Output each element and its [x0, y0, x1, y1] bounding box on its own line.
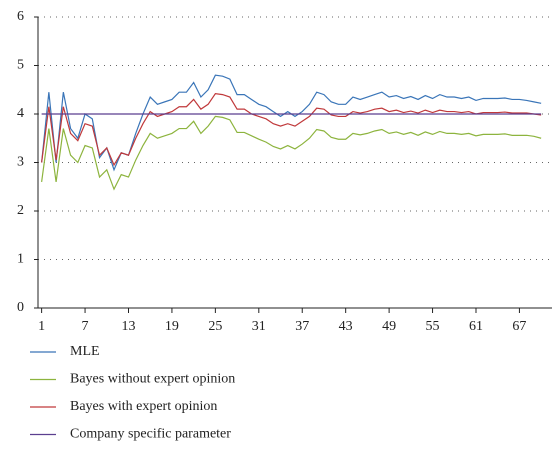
- x-tick-label: 7: [82, 319, 89, 334]
- x-tick-label: 1: [38, 319, 45, 334]
- y-tick-label: 6: [17, 9, 24, 24]
- y-tick-label: 2: [17, 203, 24, 218]
- y-tick-label: 4: [17, 106, 24, 121]
- legend-label: Bayes without expert opinion: [70, 372, 235, 387]
- y-tick-label: 3: [17, 155, 24, 170]
- x-tick-label: 43: [339, 319, 353, 334]
- x-tick-label: 55: [426, 319, 440, 334]
- series-line: [41, 92, 542, 167]
- x-tick-label: 61: [469, 319, 483, 334]
- x-tick-label: 37: [295, 319, 309, 334]
- x-tick-label: 13: [121, 319, 135, 334]
- x-tick-label: 67: [512, 319, 526, 334]
- legend-label: Company specific parameter: [70, 427, 231, 442]
- series-line: [41, 115, 542, 191]
- x-tick-label: 19: [165, 319, 179, 334]
- y-tick-label: 5: [17, 58, 24, 73]
- x-tick-label: 25: [208, 319, 222, 334]
- x-tick-label: 31: [252, 319, 266, 334]
- y-tick-label: 0: [17, 300, 24, 315]
- legend-label: MLE: [70, 344, 100, 359]
- series-line: [41, 74, 542, 172]
- y-tick-label: 1: [17, 252, 24, 267]
- x-tick-label: 49: [382, 319, 396, 334]
- legend-label: Bayes with expert opinion: [70, 399, 217, 414]
